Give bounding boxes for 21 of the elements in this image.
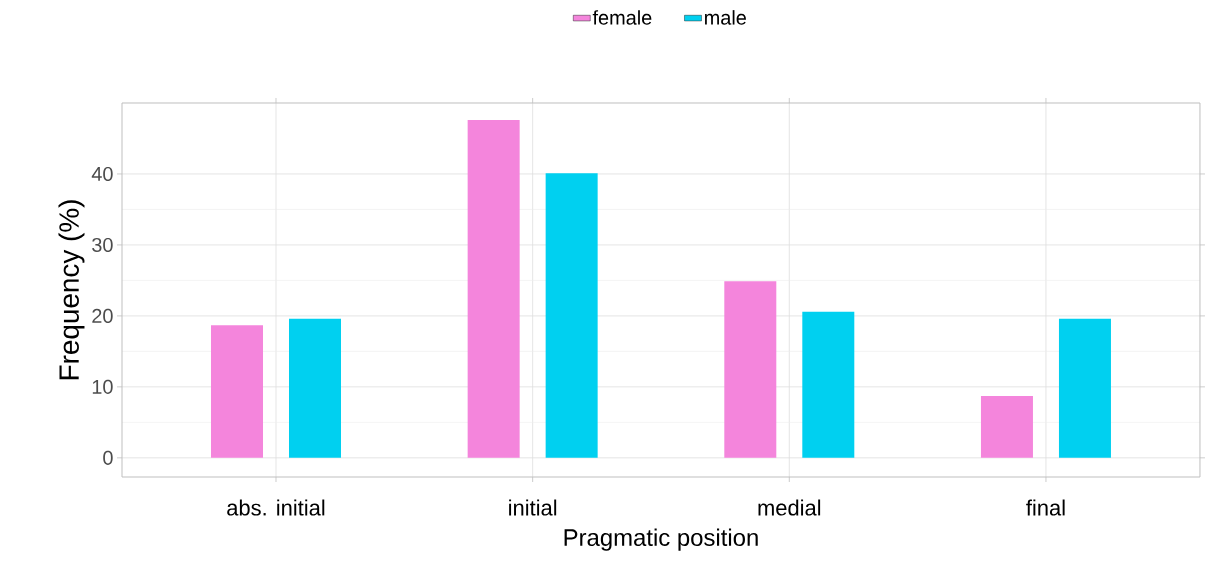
y-tick-label: 0 <box>103 450 113 465</box>
x-axis-title: Pragmatic position <box>564 528 758 551</box>
y-tick-label: 30 <box>92 237 113 252</box>
bar <box>1058 318 1111 458</box>
y-tick-label: 20 <box>92 308 113 323</box>
y-tick-label: 40 <box>91 166 113 182</box>
x-tick-label: abs. initial <box>227 499 325 516</box>
bar <box>545 173 598 458</box>
y-axis-title: Frequency (%) <box>58 200 85 380</box>
bar <box>210 325 263 458</box>
x-tick-label: final <box>1026 499 1065 516</box>
legend-label: male <box>705 10 746 25</box>
bar <box>289 318 341 458</box>
bar <box>980 396 1033 458</box>
y-tick-label: 10 <box>92 379 113 394</box>
bar <box>802 311 855 458</box>
bar <box>724 281 777 458</box>
x-tick-label: medial <box>758 499 821 516</box>
legend-label: female <box>592 10 652 25</box>
x-tick-label: initial <box>509 499 557 516</box>
bar <box>467 120 520 458</box>
